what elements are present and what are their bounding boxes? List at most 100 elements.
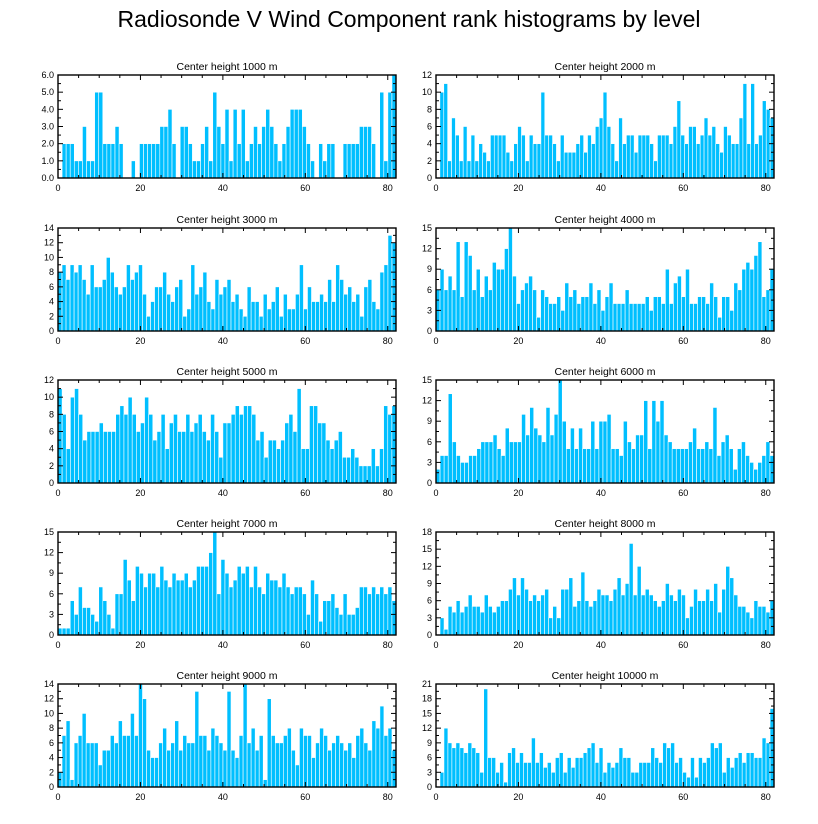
histogram-bar bbox=[158, 286, 163, 332]
histogram-bar bbox=[159, 566, 165, 636]
histogram-bar bbox=[73, 614, 79, 636]
histogram-bar bbox=[285, 586, 291, 636]
histogram-bar bbox=[696, 448, 701, 484]
histogram-bar bbox=[155, 586, 161, 636]
histogram-bar bbox=[532, 143, 538, 179]
histogram-bar bbox=[629, 134, 635, 179]
histogram-bar bbox=[289, 109, 295, 179]
histogram-bar bbox=[86, 431, 92, 484]
histogram-bar bbox=[273, 143, 279, 179]
histogram-bar bbox=[471, 747, 477, 788]
histogram-bar bbox=[500, 455, 506, 484]
histogram-bar bbox=[302, 593, 307, 636]
histogram-bar bbox=[628, 543, 634, 636]
histogram-bar bbox=[147, 572, 152, 636]
histogram-bar bbox=[520, 289, 525, 332]
x-tick-label: 60 bbox=[678, 488, 688, 498]
histogram-bar bbox=[488, 606, 493, 636]
histogram-bar bbox=[323, 301, 328, 332]
histogram-bar bbox=[166, 749, 171, 788]
histogram-bar bbox=[192, 579, 197, 636]
histogram-bar bbox=[309, 405, 314, 484]
histogram-bar bbox=[188, 143, 193, 179]
histogram-bar bbox=[98, 586, 104, 636]
histogram-bar bbox=[548, 303, 553, 332]
histogram-bar bbox=[254, 301, 260, 332]
histogram-bar bbox=[482, 151, 487, 179]
histogram-bar bbox=[288, 414, 294, 484]
histogram-bar bbox=[459, 611, 465, 636]
histogram-bar bbox=[315, 742, 320, 788]
histogram-bar bbox=[214, 735, 220, 788]
histogram-bar bbox=[666, 747, 671, 788]
histogram-bar bbox=[118, 293, 123, 332]
histogram-bar bbox=[640, 594, 646, 636]
histogram-bar bbox=[105, 257, 111, 332]
histogram-bar bbox=[600, 310, 606, 332]
histogram-bar bbox=[342, 143, 348, 179]
histogram-bar bbox=[142, 698, 147, 788]
histogram-bar bbox=[82, 607, 87, 636]
histogram-bar bbox=[363, 742, 369, 788]
histogram-bar bbox=[439, 91, 445, 179]
histogram-bar bbox=[596, 289, 602, 332]
histogram-bar bbox=[671, 448, 677, 484]
histogram-bar bbox=[94, 431, 100, 484]
histogram-bar bbox=[115, 414, 121, 484]
panel-title: Center height 8000 m bbox=[555, 518, 656, 530]
histogram-bar bbox=[462, 126, 468, 179]
histogram-bar bbox=[753, 255, 759, 332]
histogram-bar bbox=[657, 606, 662, 636]
histogram-bar bbox=[249, 143, 254, 179]
y-tick-label: 12 bbox=[44, 694, 54, 704]
histogram-bar bbox=[566, 448, 571, 484]
histogram-bar bbox=[65, 279, 71, 332]
histogram-bar bbox=[558, 752, 564, 788]
histogram-bar bbox=[580, 296, 586, 332]
x-tick-label: 60 bbox=[678, 792, 688, 802]
histogram-bar bbox=[692, 126, 697, 179]
histogram-bar bbox=[479, 611, 485, 636]
histogram-bar bbox=[254, 749, 260, 788]
histogram-bar bbox=[307, 735, 312, 788]
histogram-bar bbox=[156, 431, 162, 484]
histogram-bar bbox=[143, 143, 148, 179]
histogram-bar bbox=[114, 126, 120, 179]
histogram-bar bbox=[536, 600, 541, 636]
histogram-bar bbox=[733, 594, 739, 636]
histogram-bar bbox=[712, 407, 718, 484]
histogram-bar bbox=[576, 600, 582, 636]
histogram-bar bbox=[350, 614, 356, 636]
histogram-bar bbox=[126, 264, 131, 332]
histogram-bar bbox=[232, 579, 238, 636]
histogram-bar bbox=[130, 713, 135, 788]
y-tick-label: 3 bbox=[427, 305, 432, 315]
histogram-bar bbox=[289, 593, 295, 636]
histogram-bar bbox=[665, 268, 670, 332]
histogram-bar bbox=[362, 465, 368, 484]
histogram-bar bbox=[379, 91, 385, 179]
histogram-bar bbox=[757, 757, 763, 788]
histogram-bar bbox=[661, 134, 666, 179]
histogram-bar bbox=[622, 757, 628, 788]
histogram-bar bbox=[190, 264, 196, 332]
histogram-bar bbox=[110, 271, 115, 332]
histogram-bar bbox=[228, 586, 234, 636]
histogram-bar bbox=[480, 441, 486, 484]
histogram-bar bbox=[240, 572, 246, 636]
histogram-bar bbox=[181, 431, 187, 484]
histogram-bar bbox=[706, 757, 711, 788]
histogram-bar bbox=[623, 420, 628, 484]
histogram-bar bbox=[673, 282, 678, 332]
y-tick-label: 3 bbox=[427, 457, 432, 467]
histogram-bar bbox=[210, 727, 216, 788]
histogram-bar bbox=[594, 762, 600, 788]
histogram-bar bbox=[663, 434, 669, 484]
histogram-bar bbox=[725, 296, 731, 332]
histogram-bar bbox=[591, 143, 596, 179]
histogram-bar bbox=[658, 762, 663, 788]
histogram-bar bbox=[557, 379, 563, 484]
histogram-bar bbox=[202, 271, 208, 332]
histogram-bar bbox=[188, 586, 193, 636]
histogram-bar bbox=[470, 134, 476, 179]
